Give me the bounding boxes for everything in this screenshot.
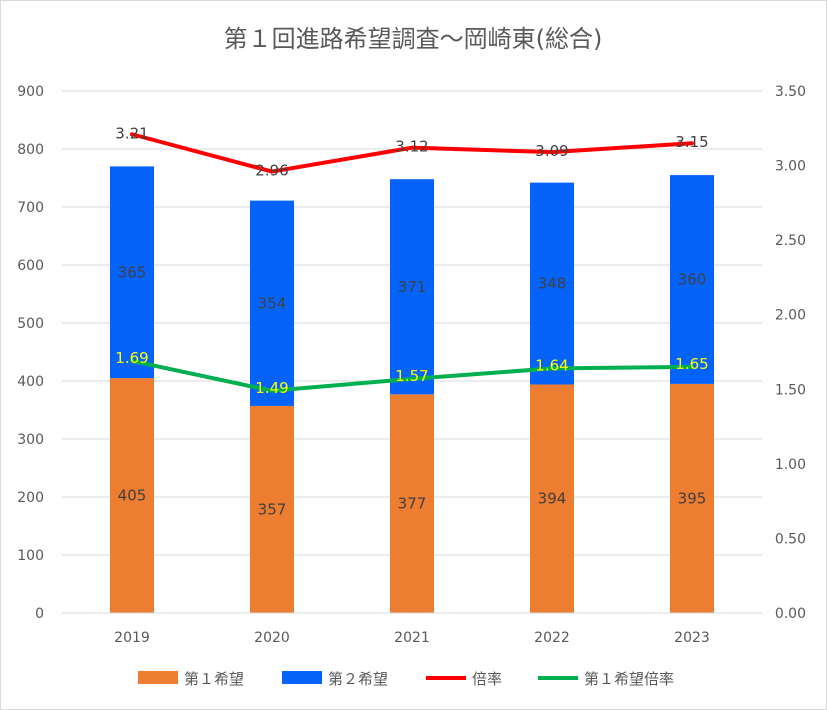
- y-right-tick-label: 1.50: [775, 382, 806, 398]
- rate-data-label: 2.96: [255, 162, 288, 180]
- first-choice-rate-line: [130, 358, 694, 393]
- bar-first-choice-label: 377: [398, 495, 427, 513]
- bar-second-choice: [670, 175, 714, 384]
- y-right-tick-label: 2.50: [775, 233, 806, 249]
- bar-second-choice: [530, 182, 574, 385]
- data-labels: 405 357 377 394 395 365 354 371 348 360 3.21 2.96 3.…: [115, 124, 708, 518]
- y-left-tick-label: 500: [17, 316, 44, 332]
- axes: 0 100 200 300 400 500 600 700 800 900 0.00 0.50 1.00…: [17, 84, 806, 646]
- bar-first-choice: [530, 384, 574, 613]
- bar-second-choice-label: 371: [398, 278, 427, 296]
- x-tick-label: 2022: [534, 630, 570, 646]
- y-right-tick-label: 0.00: [775, 606, 806, 622]
- legend: 第１希望 第２希望 倍率 第１希望倍率: [138, 670, 674, 688]
- x-tick-label: 2020: [254, 630, 290, 646]
- y-right-tick-label: 3.00: [775, 159, 806, 175]
- bar-second-choice: [250, 200, 294, 406]
- y-left-tick-label: 400: [17, 374, 44, 390]
- legend-second-choice-swatch: [282, 671, 322, 684]
- bar-first-choice: [670, 383, 714, 613]
- first-choice-rate-data-label: 1.64: [535, 356, 568, 374]
- first-choice-rate-data-label: 1.49: [255, 379, 288, 397]
- bar-second-choice: [390, 179, 434, 395]
- y-left-tick-label: 600: [17, 258, 44, 274]
- y-left-tick-label: 100: [17, 548, 44, 564]
- y-right-tick-label: 1.00: [775, 457, 806, 473]
- rate-data-label: 3.09: [535, 142, 568, 160]
- y-left-tick-label: 800: [17, 142, 44, 158]
- bar-second-choice-label: 360: [678, 271, 707, 289]
- bar-first-choice-label: 394: [538, 490, 567, 508]
- x-tick-label: 2023: [674, 630, 710, 646]
- bar-first-choice-label: 405: [118, 487, 147, 505]
- bar-second-choice-label: 354: [258, 294, 287, 312]
- legend-rate-label: 倍率: [472, 670, 502, 688]
- y-right-tick-label: 0.50: [775, 531, 806, 547]
- legend-first-choice-label: 第１希望: [184, 670, 244, 688]
- bar-first-choice: [390, 394, 434, 613]
- lines: [130, 132, 694, 393]
- rate-data-label: 3.15: [675, 133, 708, 151]
- y-right-tick-label: 2.00: [775, 308, 806, 324]
- bar-first-choice: [110, 378, 154, 613]
- y-left-tick-label: 0: [35, 606, 44, 622]
- first-choice-rate-data-label: 1.69: [115, 349, 148, 367]
- bars: [110, 166, 714, 613]
- x-tick-label: 2021: [394, 630, 430, 646]
- x-tick-label: 2019: [114, 630, 150, 646]
- y-right-tick-label: 3.50: [775, 84, 806, 100]
- rate-data-label: 3.21: [115, 124, 148, 142]
- bar-first-choice: [250, 405, 294, 613]
- legend-first-choice-swatch: [138, 671, 178, 684]
- legend-second-choice-label: 第２希望: [328, 670, 388, 688]
- rate-line: [130, 132, 694, 174]
- y-left-tick-label: 300: [17, 432, 44, 448]
- first-choice-rate-data-label: 1.57: [395, 367, 428, 385]
- first-choice-rate-data-label: 1.65: [675, 355, 708, 373]
- legend-first-choice-rate-label: 第１希望倍率: [584, 670, 674, 688]
- chart-title: 第１回進路希望調査～岡崎東(総合): [224, 25, 603, 53]
- y-left-tick-label: 700: [17, 200, 44, 216]
- bar-first-choice-label: 395: [678, 489, 707, 507]
- bar-first-choice-label: 357: [258, 500, 287, 518]
- bar-second-choice-label: 348: [538, 275, 567, 293]
- bar-second-choice-label: 365: [118, 263, 147, 281]
- y-left-tick-label: 200: [17, 490, 44, 506]
- y-left-tick-label: 900: [17, 84, 44, 100]
- bar-second-choice: [110, 166, 154, 379]
- rate-data-label: 3.12: [395, 138, 428, 156]
